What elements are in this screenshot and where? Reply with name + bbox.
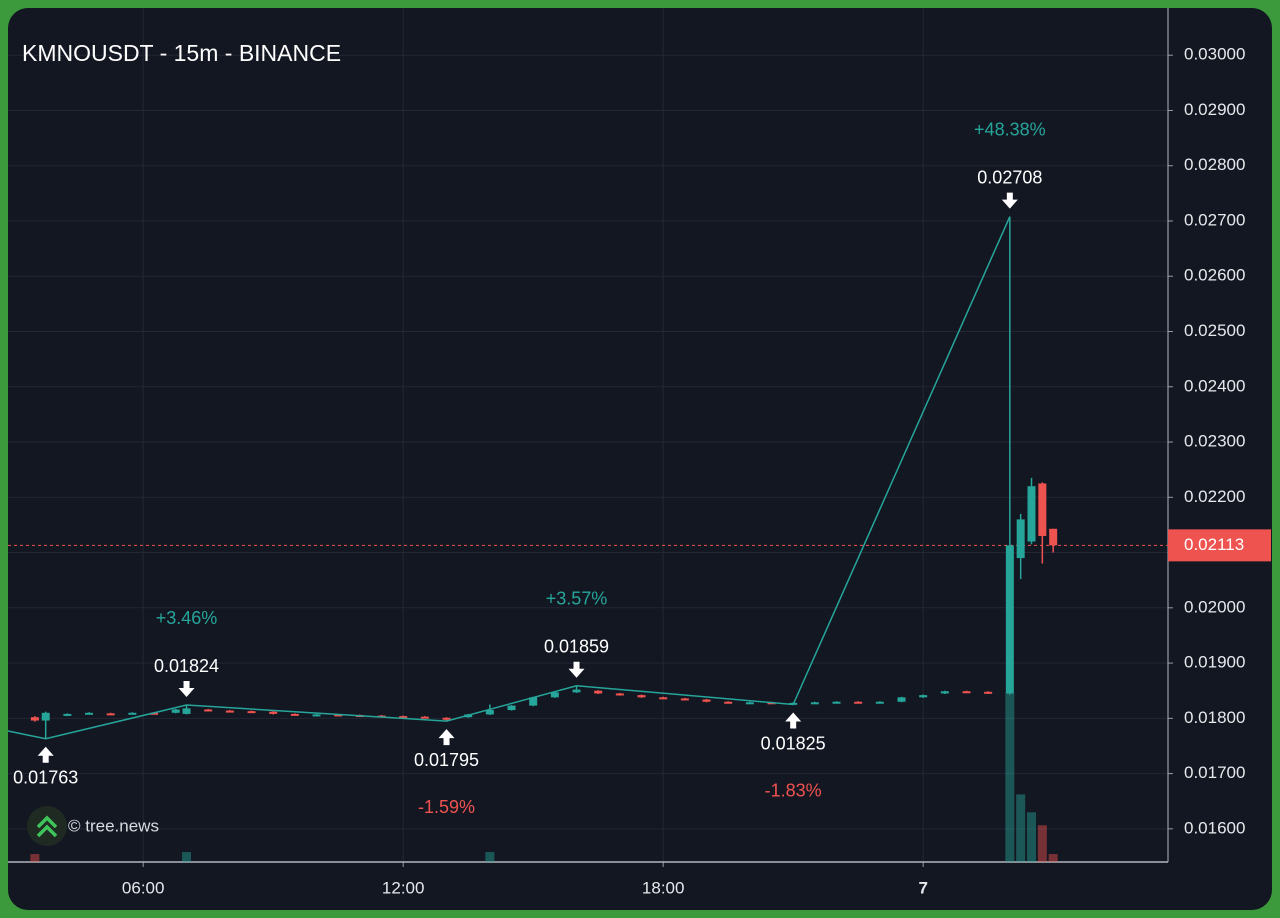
x-tick-label: 12:00 (382, 878, 425, 897)
volume-bar (182, 852, 192, 862)
candle-body (529, 697, 538, 706)
volume-bar (1027, 812, 1037, 862)
candle-body (63, 713, 72, 716)
candle-body (269, 711, 278, 714)
candle-body (85, 712, 94, 715)
candle-body (1016, 519, 1025, 559)
candle-body (171, 709, 180, 713)
pivot-arrow (1001, 192, 1018, 209)
pivot-arrow (438, 729, 455, 746)
change-label: +48.38% (974, 119, 1046, 139)
candle-body (962, 691, 971, 694)
y-tick-label: 0.02900 (1184, 100, 1245, 119)
candle-body (128, 712, 137, 715)
y-tick-label: 0.01800 (1184, 708, 1245, 727)
candle-body (854, 701, 863, 704)
candle-body (1049, 528, 1058, 546)
pivot-arrow (37, 746, 54, 763)
candle-body (550, 692, 559, 698)
chart-panel (8, 8, 1272, 910)
x-tick-label: 7 (918, 878, 927, 897)
candle-body (680, 698, 689, 701)
volume-bar (1037, 825, 1047, 862)
candle-body (940, 691, 949, 694)
candle-body (507, 705, 516, 711)
candle-body (485, 710, 494, 715)
candle-body (334, 714, 343, 717)
candle-body (420, 716, 429, 719)
candle-body (875, 701, 884, 704)
candle-body (204, 709, 213, 712)
y-tick-label: 0.02300 (1184, 432, 1245, 451)
pivot-label: 0.01859 (544, 636, 609, 656)
y-tick-label: 0.02000 (1184, 597, 1245, 616)
candle-body (247, 711, 256, 714)
candle-body (897, 697, 906, 702)
pivot-arrow (178, 681, 195, 698)
candle-body (594, 690, 603, 694)
pivot-label: 0.01795 (414, 750, 479, 770)
candle-body (702, 699, 711, 702)
candle-body (30, 717, 39, 721)
volume-bar (1005, 693, 1015, 862)
candle-body (832, 701, 841, 704)
change-label: -1.83% (765, 780, 822, 800)
y-tick-label: 0.02800 (1184, 155, 1245, 174)
pivot-arrow (568, 661, 585, 678)
change-label: +3.46% (156, 608, 218, 628)
last-price-label: 0.02113 (1184, 535, 1244, 554)
y-tick-label: 0.02500 (1184, 321, 1245, 340)
candle-body (290, 713, 299, 716)
candle-body (442, 717, 451, 720)
candle-body (399, 716, 408, 719)
candle-body (1005, 545, 1014, 694)
x-tick-label: 06:00 (122, 878, 165, 897)
candle-body (810, 702, 819, 705)
candle-body (225, 710, 234, 713)
candle-body (41, 712, 50, 721)
pivot-arrow (785, 712, 802, 729)
pivot-label: 0.01763 (13, 768, 78, 788)
candle-body (637, 695, 646, 698)
change-label: +3.57% (546, 588, 608, 608)
candle-body (182, 708, 191, 714)
candle-body (312, 714, 321, 717)
candle-body (724, 701, 733, 704)
chart-title: KMNOUSDT - 15m - BINANCE (22, 40, 341, 66)
pivot-label: 0.02708 (977, 167, 1042, 187)
pivot-label: 0.01825 (761, 733, 826, 753)
volume-bar (1016, 794, 1026, 862)
candle-body (659, 697, 668, 700)
candle-body (919, 695, 928, 698)
last-price-tag (1168, 529, 1271, 562)
volume-bar (485, 852, 495, 862)
x-tick-label: 18:00 (642, 878, 685, 897)
y-tick-label: 0.03000 (1184, 45, 1245, 64)
logo (27, 806, 67, 846)
zigzag-line (7, 216, 1011, 740)
candle-body (1038, 483, 1047, 536)
y-tick-label: 0.02600 (1184, 266, 1245, 285)
y-tick-label: 0.02200 (1184, 487, 1245, 506)
y-tick-label: 0.01700 (1184, 763, 1245, 782)
logo-chevrons (36, 815, 58, 838)
candle-body (615, 693, 624, 696)
candle-body (150, 712, 159, 715)
y-tick-label: 0.02700 (1184, 210, 1245, 229)
volume-bar (1048, 854, 1058, 862)
candle-body (1027, 486, 1036, 542)
candle-body (984, 691, 993, 694)
candle-body (572, 689, 581, 693)
pivot-label: 0.01824 (154, 656, 219, 676)
change-label: -1.59% (418, 797, 475, 817)
candle-body (106, 713, 115, 716)
watermark: © tree.news (68, 816, 159, 835)
volume-bar (30, 854, 40, 862)
y-tick-label: 0.01600 (1184, 818, 1245, 837)
candle-body (745, 702, 754, 705)
y-tick-label: 0.02400 (1184, 376, 1245, 395)
y-tick-label: 0.01900 (1184, 653, 1245, 672)
